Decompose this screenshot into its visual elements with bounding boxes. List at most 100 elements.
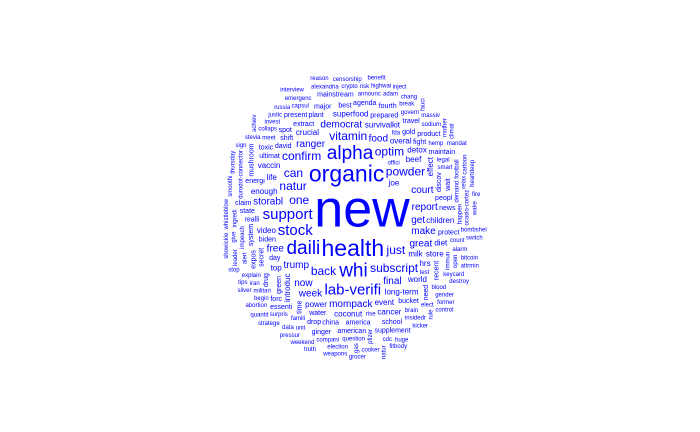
word-unit: unit [296,326,306,332]
word-stop: stop [228,268,240,274]
word-break: break [399,101,415,107]
word-rule: rule [429,309,435,320]
word-hrs: hrs [419,259,430,268]
word-realli: realli [245,216,260,223]
word-new: new [314,181,410,239]
word-govern: govern [401,110,419,116]
word-cancer: cancer [377,307,401,316]
word-sodium: sodium [422,122,441,128]
word-fda: fda [392,131,401,137]
word-diet: diet [434,239,448,248]
word-thursday: thursday [231,151,237,174]
word-long-term: long-term [385,288,419,297]
word-quantit: quantit [250,313,268,319]
word-america: america [346,319,371,326]
word-storabl: storabl [253,196,283,207]
word-protect: protect [438,229,459,236]
word-begin: begin [254,296,269,302]
word-adam: adam [383,92,398,98]
word-offici: offici [387,160,399,166]
word-green: green [276,276,283,294]
word-militari: militari [254,289,271,295]
word-meet: meet [262,135,276,141]
word-crypto: crypto [341,84,358,90]
word-mandat: mandat [447,141,467,147]
word-heartdeep: heartdeep [470,159,476,187]
word-wake: wake [472,201,478,217]
word-insidedr: insidedr [405,316,426,322]
word-system: system [248,224,255,246]
word-final: final [383,276,401,287]
word-one: one [289,193,309,207]
word-announc: announc [358,92,381,98]
word-survivalkit: survivalkit [365,120,401,129]
word-trump: trump [283,260,309,271]
word-elect: elect [421,303,434,309]
word-daili: daili [286,238,320,259]
word-ultimat: ultimat [259,153,280,160]
word-free: free [267,244,285,255]
word-present: present [284,112,307,119]
word-need: need [423,285,430,301]
word-spot: spot [279,127,292,134]
word-biden: biden [259,236,276,243]
word-can: can [284,166,303,180]
word-reason: reason [310,76,328,82]
word-alpha: alpha [327,143,374,164]
word-peopl: peopl [435,195,453,202]
word-great: great [409,238,432,249]
word-discov: discov [436,172,443,192]
word-subscript: subscript [370,261,419,275]
word-effect: effect [426,156,435,176]
word-fauci: fauci [421,98,427,111]
word-week: week [298,289,323,300]
word-forc: forc [270,296,282,303]
word-toxic: toxic [259,144,274,151]
word-rise: rise [366,311,376,317]
word-top: top [271,263,283,272]
word-health: health [322,235,385,261]
word-question: question [342,336,365,342]
word-agenda: agenda [353,100,376,107]
word-essenti: essenti [270,304,293,311]
word-david: david [275,143,292,150]
word-control: control [435,308,453,314]
word-make: make [411,226,436,237]
word-children: children [426,216,454,225]
word-detox: detox [407,146,427,155]
word-attrmin: attrmin [461,264,479,270]
word-truth: truth [304,347,316,353]
word-china: china [322,320,339,327]
word-surpris: surpris [270,312,288,318]
word-risk: risk [360,84,370,90]
word-drug: drug [263,273,270,287]
word-mompack: mompack [329,299,373,310]
word-destroy: destroy [449,279,469,285]
word-ranger: ranger [296,139,326,150]
word-travel: travel [403,118,421,125]
word-benefit: benefit [367,76,385,82]
word-interview: interview [280,88,304,94]
word-secret: secret [259,248,266,267]
word-russia: russia [274,105,291,111]
word-fourth: fourth [379,103,397,110]
word-blood: blood [431,285,446,291]
word-ingredi: ingredi [232,209,238,227]
word-day: day [269,255,281,262]
word-expos: expos [250,250,257,269]
word-smoothi: smoothi [228,176,234,197]
word-brain: brain [405,308,418,314]
word-tips: tips [238,280,247,286]
word-massiv: massiv [421,113,440,119]
word-huge: huge [395,338,409,344]
word-silver: silver [237,288,251,294]
word-product: product [417,131,440,138]
word-smart: smart [437,165,452,171]
word-recent: recent [433,261,440,281]
word-explain: explain [242,273,261,279]
word-leader: leader [233,249,239,266]
word-cooker: cooker [361,347,379,353]
word-lab-verifi: lab-verifi [324,281,381,298]
